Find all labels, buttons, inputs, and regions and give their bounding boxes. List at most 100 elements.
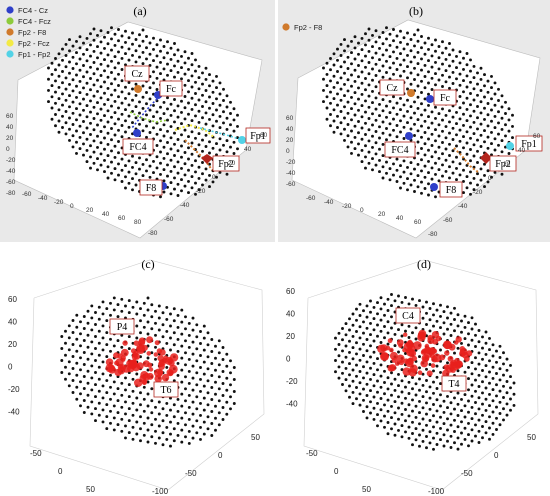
panel-label: (d) bbox=[417, 257, 431, 271]
annotation-fc4: FC4 bbox=[384, 141, 416, 158]
tick-label: -20 bbox=[286, 159, 296, 166]
tick-label: 60 bbox=[6, 113, 14, 120]
tick-label: 60 bbox=[286, 287, 295, 296]
legend-marker bbox=[282, 23, 290, 31]
electrode-cz bbox=[134, 85, 142, 93]
annotation-fc: Fc bbox=[433, 89, 457, 106]
axis-ticks-bottom-right: -100 -50 0 50 bbox=[428, 433, 536, 496]
svg-text:Fc: Fc bbox=[440, 93, 451, 104]
panel-label: (b) bbox=[409, 4, 423, 18]
svg-text:Cz: Cz bbox=[131, 69, 143, 80]
tick-label: 20 bbox=[6, 135, 14, 142]
tick-label: 40 bbox=[286, 126, 294, 133]
tick-label: -100 bbox=[428, 487, 445, 496]
panel-c-plot: (c) P4 T6 60 40 20 0 -20 -40 -50 0 50 -100 -50 0 5… bbox=[8, 257, 265, 496]
svg-text:T6: T6 bbox=[160, 385, 171, 396]
brain-point-cloud bbox=[334, 293, 516, 451]
legend-marker bbox=[6, 50, 14, 58]
activation-region bbox=[377, 329, 473, 378]
tick-label: 20 bbox=[228, 160, 236, 167]
axis-ticks-left: 60 40 20 0 -20 -40 -60 bbox=[286, 115, 296, 188]
annotation-c4: C4 bbox=[395, 307, 421, 324]
svg-text:C4: C4 bbox=[402, 311, 414, 322]
tick-label: 0 bbox=[494, 451, 499, 460]
electrode-cz bbox=[407, 89, 415, 97]
annotation-cz: Cz bbox=[379, 79, 405, 96]
annotation-fp2: Fp2 bbox=[212, 155, 240, 172]
tick-label: -60 bbox=[306, 195, 316, 202]
tick-label: -40 bbox=[324, 199, 334, 206]
tick-label: 0 bbox=[6, 146, 10, 153]
annotation-fc: Fc bbox=[159, 80, 183, 97]
tick-label: 80 bbox=[134, 219, 142, 226]
tick-label: -60 bbox=[164, 216, 174, 223]
tick-label: -20 bbox=[54, 199, 64, 206]
tick-label: 60 bbox=[118, 215, 126, 222]
svg-text:Cz: Cz bbox=[386, 83, 398, 94]
tick-label: -40 bbox=[38, 195, 48, 202]
tick-label: 40 bbox=[396, 215, 404, 222]
tick-label: -50 bbox=[30, 449, 42, 458]
svg-text:T4: T4 bbox=[448, 379, 459, 390]
panel-a-plot: Cz Fc FC4 Fp1 Fp2 F8 FC4 bbox=[6, 4, 271, 239]
connection-traces bbox=[129, 95, 243, 171]
legend-entry: Fp1 - Fp2 bbox=[18, 50, 51, 59]
panel-label: (a) bbox=[133, 4, 146, 18]
legend-entry: FC4 - Fcz bbox=[18, 17, 51, 26]
tick-label: 60 bbox=[286, 115, 294, 122]
annotation-t6: T6 bbox=[153, 381, 179, 398]
tick-label: 40 bbox=[286, 310, 295, 319]
tick-label: 20 bbox=[286, 137, 294, 144]
axis-ticks-left: 60 40 20 0 -20 -40 -60 -80 bbox=[6, 113, 16, 197]
panel-b-plot: Cz Fc FC4 Fp1 Fp2 F8 Fp2 - F8 bbox=[282, 4, 543, 239]
axes-box bbox=[29, 259, 265, 491]
tick-label: -100 bbox=[152, 487, 169, 496]
electrode-f8 bbox=[430, 183, 438, 191]
tick-label: -20 bbox=[196, 188, 206, 195]
tick-label: -20 bbox=[473, 189, 483, 196]
tick-label: -20 bbox=[286, 377, 298, 386]
electrode-fc4 bbox=[133, 129, 141, 137]
tick-label: -40 bbox=[286, 400, 298, 409]
tick-label: -80 bbox=[428, 231, 438, 238]
annotation-f8: F8 bbox=[139, 179, 163, 196]
legend-entry: FC4 - Cz bbox=[18, 6, 48, 15]
svg-text:F8: F8 bbox=[446, 185, 457, 196]
svg-text:Fp2: Fp2 bbox=[218, 159, 234, 170]
legend-entry: Fp2 - F8 bbox=[18, 28, 46, 37]
svg-text:P4: P4 bbox=[117, 322, 128, 333]
tick-label: 0 bbox=[286, 355, 291, 364]
tick-label: -60 bbox=[286, 181, 296, 188]
tick-label: -60 bbox=[22, 191, 32, 198]
legend-entry: Fp2 - Fcz bbox=[18, 39, 50, 48]
electrode-fc4 bbox=[405, 132, 413, 140]
panel-d: (d) C4 T4 60 40 20 0 -20 -40 -50 0 50 -100 -50 0 5… bbox=[278, 246, 550, 496]
tick-label: -20 bbox=[342, 203, 352, 210]
annotation-p4: P4 bbox=[109, 318, 135, 335]
legend-marker bbox=[6, 17, 14, 25]
panel-label: (c) bbox=[141, 257, 154, 271]
annotation-f8: F8 bbox=[439, 181, 463, 198]
annotation-fp1: Fp1 bbox=[245, 127, 271, 144]
tick-label: -80 bbox=[148, 230, 158, 237]
electrode-fp2 bbox=[201, 154, 213, 164]
svg-text:Fp1: Fp1 bbox=[521, 139, 537, 150]
brain-point-cloud bbox=[322, 26, 514, 199]
panel-c: (c) P4 T6 60 40 20 0 -20 -40 -50 0 50 -100 -50 0 5… bbox=[0, 246, 275, 496]
annotation-t4: T4 bbox=[441, 375, 467, 392]
legend-entry: Fp2 - F8 bbox=[294, 23, 322, 32]
brain-point-cloud bbox=[60, 296, 236, 448]
tick-label: -40 bbox=[8, 408, 20, 417]
axis-ticks-bottom: -60 -40 -20 0 20 40 60 80 bbox=[22, 191, 142, 226]
svg-text:FC4: FC4 bbox=[129, 142, 146, 153]
panel-d-plot: (d) C4 T4 60 40 20 0 -20 -40 -50 0 50 -100 -50 0 5… bbox=[286, 257, 539, 496]
panel-a: Cz Fc FC4 Fp1 Fp2 F8 FC4 bbox=[0, 0, 275, 242]
tick-label: 20 bbox=[8, 340, 17, 349]
electrode-fp1 bbox=[238, 136, 246, 144]
tick-label: -50 bbox=[306, 449, 318, 458]
annotation-fp2: Fp2 bbox=[489, 155, 517, 172]
axis-ticks-right: -80 -60 -40 -20 0 20 40 60 bbox=[148, 132, 268, 237]
tick-label: 0 bbox=[286, 148, 290, 155]
tick-label: 0 bbox=[58, 467, 63, 476]
tick-label: -40 bbox=[458, 203, 468, 210]
